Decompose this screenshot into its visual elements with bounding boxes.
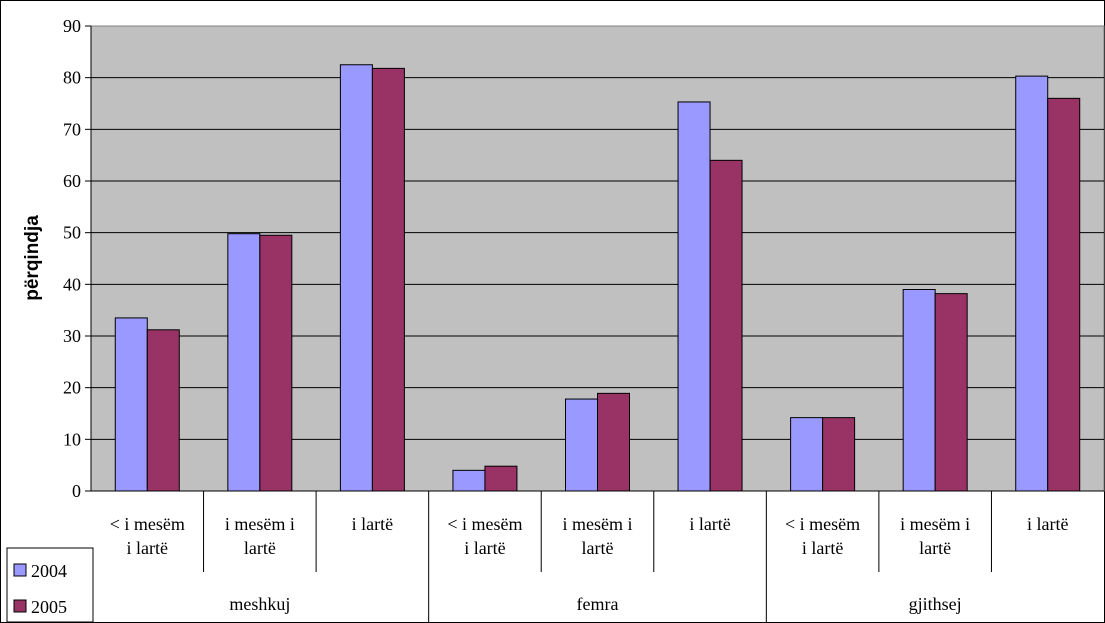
category-label-4-0: i mesëm i [563,514,633,534]
y-tick-label-30: 30 [63,326,81,346]
category-label-3-1: i lartë [464,538,505,558]
y-axis-ticks: 0 10 20 30 40 50 60 70 80 90 [63,16,92,501]
bar-2004-0 [114,317,148,492]
bar-2005-8 [1047,97,1081,492]
category-label-1-0: i mesëm i [225,514,295,534]
bar-2004-3 [452,469,486,492]
bar-2005-1 [259,234,293,492]
category-label-1-1: lartë [244,538,276,558]
bar-2005-7 [934,293,968,492]
y-tick-label-70: 70 [63,119,81,139]
category-label-3-0: < i mesëm [447,514,522,534]
y-tick-label-80: 80 [63,68,81,88]
group-label-femra: femra [577,594,619,614]
category-label-0-0: < i mesëm [110,514,185,534]
y-tick-label-40: 40 [63,274,81,294]
bar-2005-5 [709,159,743,492]
category-label-6-0: < i mesëm [785,514,860,534]
y-tick-label-50: 50 [63,223,81,243]
bar-2004-4 [565,398,598,492]
y-tick-label-0: 0 [72,481,81,501]
bar-2005-2 [371,67,405,492]
category-label-6-1: i lartë [802,538,843,558]
category-label-0-1: i lartë [127,538,168,558]
bar-2005-6 [822,417,856,492]
category-label-5-0: i lartë [689,514,730,534]
bar-2005-4 [597,392,630,492]
legend-label-2004: 2004 [31,561,67,581]
legend-swatch-2004 [13,563,27,577]
category-label-7-1: lartë [919,538,951,558]
bar-2005-3 [484,465,518,492]
bar-2005-0 [146,329,180,492]
legend: 2004 2005 [6,547,94,623]
category-label-7-0: i mesëm i [900,514,970,534]
x-axis: < i mesëm i lartë i mesëm i lartë i lartë mes… [91,490,1104,622]
category-label-4-1: lartë [582,538,614,558]
bar-2004-2 [339,64,373,492]
bar-2004-7 [902,289,936,492]
y-tick-label-20: 20 [63,378,81,398]
group-label-meshkuj: meshkuj [229,594,290,614]
y-axis-label: përqindja [22,215,43,301]
bar-2004-1 [227,233,261,492]
bar-2004-8 [1015,75,1049,492]
bar-2004-5 [677,101,711,492]
group-label-gjithsej: gjithsej [909,594,962,614]
category-label-8-0: i lartë [1027,514,1068,534]
legend-label-2005: 2005 [31,597,67,617]
y-tick-label-90: 90 [63,16,81,36]
bar-2004-6 [790,417,824,492]
legend-swatch-2005 [13,599,27,613]
category-label-2-0: i lartë [352,514,393,534]
y-tick-label-60: 60 [63,171,81,191]
y-tick-label-10: 10 [63,429,81,449]
